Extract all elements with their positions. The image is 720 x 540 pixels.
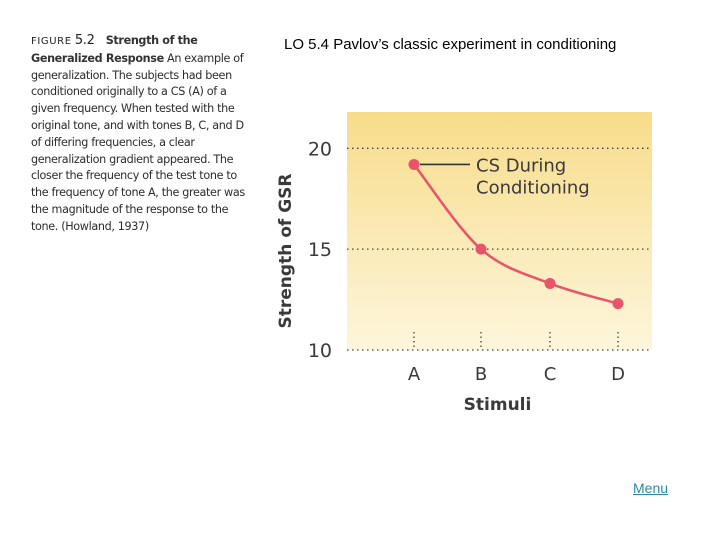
data-point-b [475, 243, 487, 255]
y-tick-label: 10 [308, 340, 332, 362]
plot-background [347, 112, 652, 350]
figure-number: 5.2 [74, 33, 95, 48]
annotation-label: CS During [476, 155, 566, 176]
x-tick-label: D [611, 364, 625, 385]
x-tick-label: C [544, 364, 557, 385]
slide-title: LO 5.4 Pavlov’s classic experiment in co… [284, 36, 617, 53]
x-tick-label: B [475, 364, 487, 385]
figure-body: An example of generalization. The subjec… [31, 51, 245, 233]
data-point-c [544, 277, 556, 289]
menu-link[interactable]: Menu [633, 480, 669, 496]
series-line [413, 163, 619, 305]
y-tick-label: 20 [308, 138, 332, 160]
figure-label: FIGURE [31, 36, 72, 47]
data-point-d [612, 298, 624, 310]
x-axis-label: Stimuli [464, 395, 532, 415]
annotation-label: Conditioning [476, 177, 590, 198]
x-tick-label: A [408, 364, 421, 385]
y-tick-label: 15 [308, 239, 332, 261]
figure-caption: FIGURE 5.2 Strength of the Generalized R… [31, 33, 251, 236]
figure-heading: Strength of the Generalized Response [31, 34, 198, 65]
data-point-a [408, 158, 420, 170]
y-axis-label: Strength of GSR [276, 174, 296, 329]
